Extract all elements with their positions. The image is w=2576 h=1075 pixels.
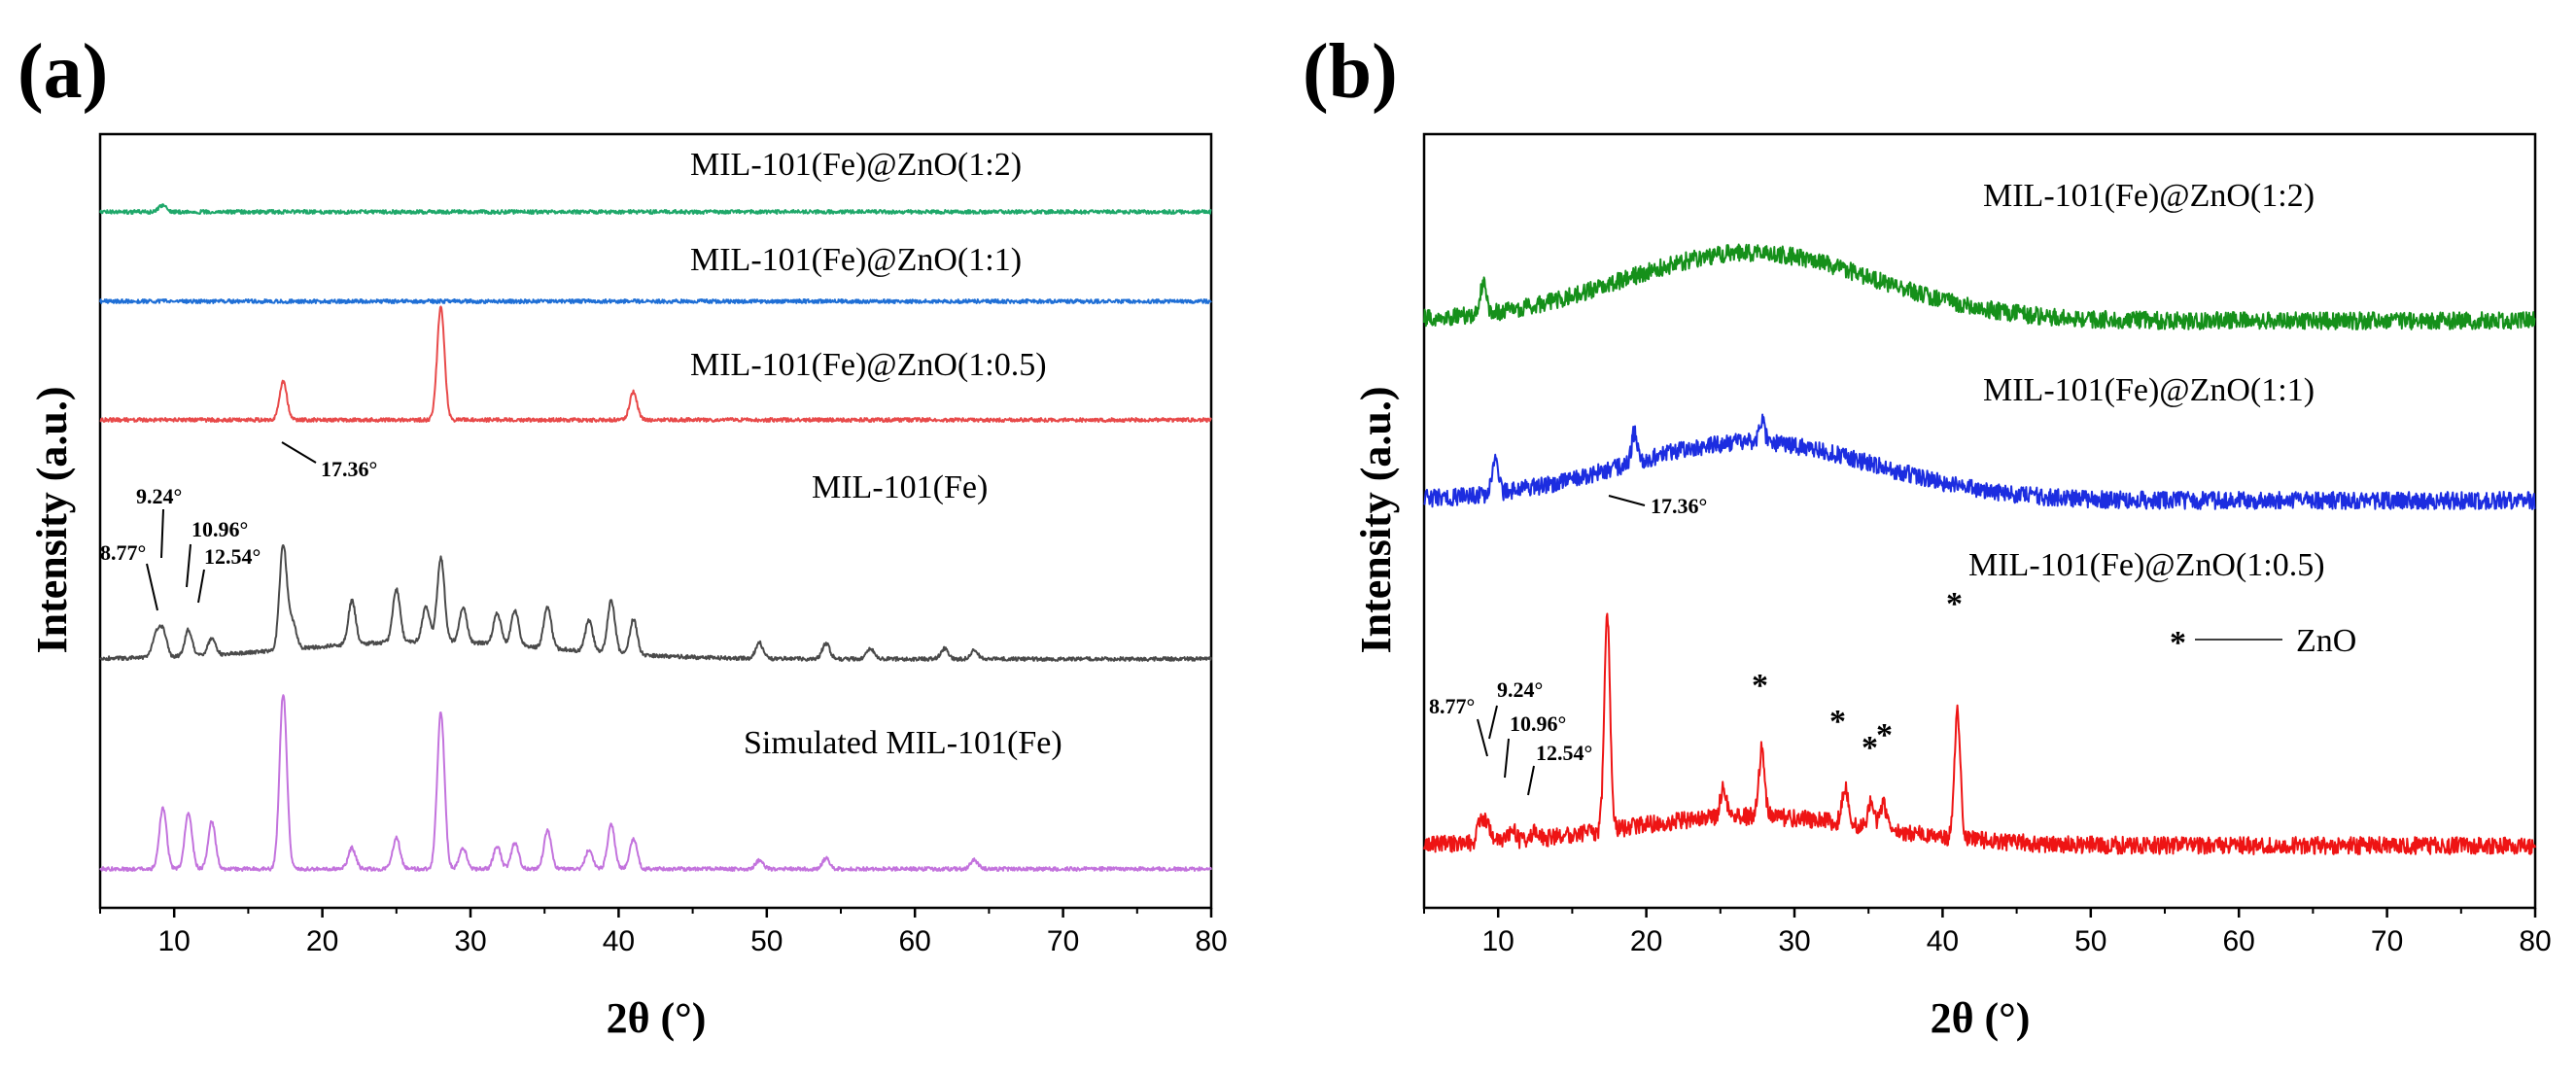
panel-b-annot-9.24-arrow	[1488, 705, 1498, 740]
panel-b-x-tick-label-50: 50	[2074, 925, 2106, 957]
panel-b-label-zno-1-0.5: MIL-101(Fe)@ZnO(1:0.5)	[1968, 547, 2325, 583]
panel-b-x-tick-label-60: 60	[2223, 925, 2255, 957]
panel-a-series-group	[99, 203, 1212, 872]
panel-b-zno-star-33.4: *	[1829, 704, 1846, 740]
panel-a-annot-12.54: 12.54°	[204, 544, 261, 569]
panel-b-plot-frame	[1422, 132, 2537, 910]
panel-a-x-tick-label-20: 20	[306, 925, 338, 957]
panel-b-x-tick-label-40: 40	[1927, 925, 1959, 957]
panel-b-annot-10.96-arrow	[1504, 738, 1510, 779]
panel-a-label: (a)	[17, 29, 108, 115]
panel-a-annot-8.77-arrow	[146, 563, 158, 611]
panel-a-annotations: 8.77° 9.24° 10.96° 12.54° 17.36°	[100, 441, 377, 611]
panel-a: (a) 10 20 30 40 50 60 70 80 2θ (°) Intensity (a…	[17, 29, 1228, 1042]
panel-b-label: (b)	[1303, 29, 1398, 115]
panel-a-label-zno-1-0.5: MIL-101(Fe)@ZnO(1:0.5)	[690, 347, 1047, 383]
panel-b-zno-markers: * * * * *	[1752, 586, 1963, 766]
panel-a-plot-frame	[98, 132, 1213, 910]
panel-b-label-zno-1-2: MIL-101(Fe)@ZnO(1:2)	[1983, 178, 2315, 214]
panel-b-zno-star-27.8: *	[1752, 668, 1768, 704]
panel-a-series-simulated-mil-101-fe-	[99, 694, 1212, 872]
panel-a-series-mil-101-fe-	[99, 544, 1212, 662]
panel-a-series-mil-101-fe-zno-1-2-	[99, 203, 1212, 215]
panel-b-annot-8.77-arrow	[1477, 718, 1488, 757]
panel-b-series-group	[1423, 243, 2536, 855]
panel-b-annot-12.54-arrow	[1527, 765, 1535, 796]
panel-b-zno-star-41: *	[1946, 586, 1963, 622]
panel-a-label-mil101: MIL-101(Fe)	[812, 469, 988, 505]
panel-b-series-mil-101-fe-zno-1-1-	[1423, 413, 2536, 510]
panel-a-annot-10.96: 10.96°	[191, 517, 248, 541]
panel-b-x-tick-label-20: 20	[1630, 925, 1662, 957]
panel-a-x-tick-label-40: 40	[603, 925, 635, 957]
panel-a-annot-8.77: 8.77°	[100, 540, 146, 565]
panel-a-x-tick-label-80: 80	[1195, 925, 1227, 957]
panel-b-zno-legend: * ZnO	[2170, 623, 2356, 661]
panel-a-x-tick-label-50: 50	[750, 925, 783, 957]
panel-a-label-zno-1-2: MIL-101(Fe)@ZnO(1:2)	[690, 147, 1022, 183]
panel-b-annot-12.54: 12.54°	[1536, 741, 1592, 765]
panel-a-annot-10.96-arrow	[186, 543, 191, 588]
panel-b-x-tick-label-10: 10	[1482, 925, 1514, 957]
panel-b-zno-star-35.2: *	[1862, 730, 1878, 766]
panel-a-annot-17.36: 17.36°	[321, 457, 377, 481]
panel-a-y-axis-title: Intensity (a.u.)	[28, 386, 76, 653]
panel-a-x-tick-label-70: 70	[1047, 925, 1079, 957]
panel-b-x-tick-label-30: 30	[1778, 925, 1810, 957]
panel-a-x-axis: 10 20 30 40 50 60 70 80	[99, 908, 1228, 957]
panel-a-label-zno-1-1: MIL-101(Fe)@ZnO(1:1)	[690, 242, 1022, 278]
panel-b-annot-17.36-arrow	[1608, 495, 1646, 506]
panel-b-label-zno-1-1: MIL-101(Fe)@ZnO(1:1)	[1983, 372, 2315, 408]
panel-b: (b) 10 20 30 40 50 60 70 80 2θ (°) Intensity (a…	[1303, 29, 2552, 1042]
panel-b-annot-10.96: 10.96°	[1510, 711, 1566, 736]
panel-b-annot-17.36: 17.36°	[1651, 494, 1707, 518]
panel-a-annot-17.36-arrow	[281, 441, 317, 464]
panel-b-annot-8.77: 8.77°	[1429, 694, 1475, 718]
panel-a-x-tick-label-30: 30	[454, 925, 486, 957]
panel-b-legend-star: *	[2170, 625, 2186, 661]
panel-b-annotations: 8.77° 9.24° 10.96° 12.54° 17.36°	[1429, 494, 1707, 796]
panel-a-annot-9.24-arrow	[160, 508, 164, 559]
panel-a-annot-12.54-arrow	[197, 569, 205, 604]
panel-b-series-mil-101-fe-zno-1-2-	[1423, 243, 2536, 330]
panel-b-x-axis: 10 20 30 40 50 60 70 80	[1423, 908, 2552, 957]
panel-a-annot-9.24: 9.24°	[136, 484, 182, 508]
panel-b-x-tick-label-70: 70	[2371, 925, 2403, 957]
panel-a-series-mil-101-fe-zno-1-0-5-	[99, 305, 1212, 423]
panel-a-x-tick-label-60: 60	[899, 925, 931, 957]
panel-a-label-simulated: Simulated MIL-101(Fe)	[744, 725, 1062, 761]
panel-a-x-axis-title: 2θ (°)	[607, 994, 707, 1042]
panel-b-y-axis-title: Intensity (a.u.)	[1352, 386, 1400, 653]
panel-a-series-mil-101-fe-zno-1-1-	[99, 298, 1212, 304]
panel-b-x-tick-label-80: 80	[2519, 925, 2551, 957]
panel-b-series-mil-101-fe-zno-1-0-5-	[1423, 612, 2536, 855]
panel-b-zno-star-36.0: *	[1876, 717, 1893, 753]
panel-b-annot-9.24: 9.24°	[1497, 677, 1543, 702]
panel-b-legend-label: ZnO	[2296, 623, 2356, 659]
panel-a-x-tick-label-10: 10	[158, 925, 191, 957]
panel-b-x-axis-title: 2θ (°)	[1931, 994, 2031, 1042]
